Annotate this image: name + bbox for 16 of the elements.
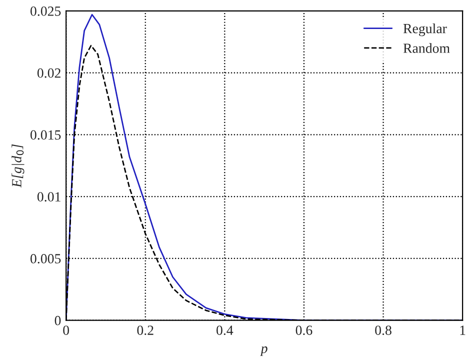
y-tick-label: 0.02 (37, 68, 60, 78)
y-axis-title: E[g|d$_{0}$] (12, 144, 24, 188)
x-tick-label: 1 (460, 326, 466, 335)
legend-label: Random (403, 43, 450, 53)
x-tick-label: 0.4 (216, 326, 234, 336)
x-tick-label: 0.2 (137, 326, 154, 336)
y-tick-label: 0.015 (30, 130, 61, 140)
x-axis-title: p (260, 346, 268, 356)
y-tick-label: 0.025 (30, 6, 61, 16)
x-tick-label: 0 (63, 326, 70, 335)
legend-label: Regular (403, 24, 447, 36)
y-tick-label: 0 (54, 316, 61, 326)
y-tick-label: 0.01 (37, 192, 60, 202)
x-tick-label: 0.6 (296, 326, 312, 336)
y-tick-label: 0.005 (30, 254, 61, 264)
x-tick-label: 0.8 (375, 326, 392, 336)
